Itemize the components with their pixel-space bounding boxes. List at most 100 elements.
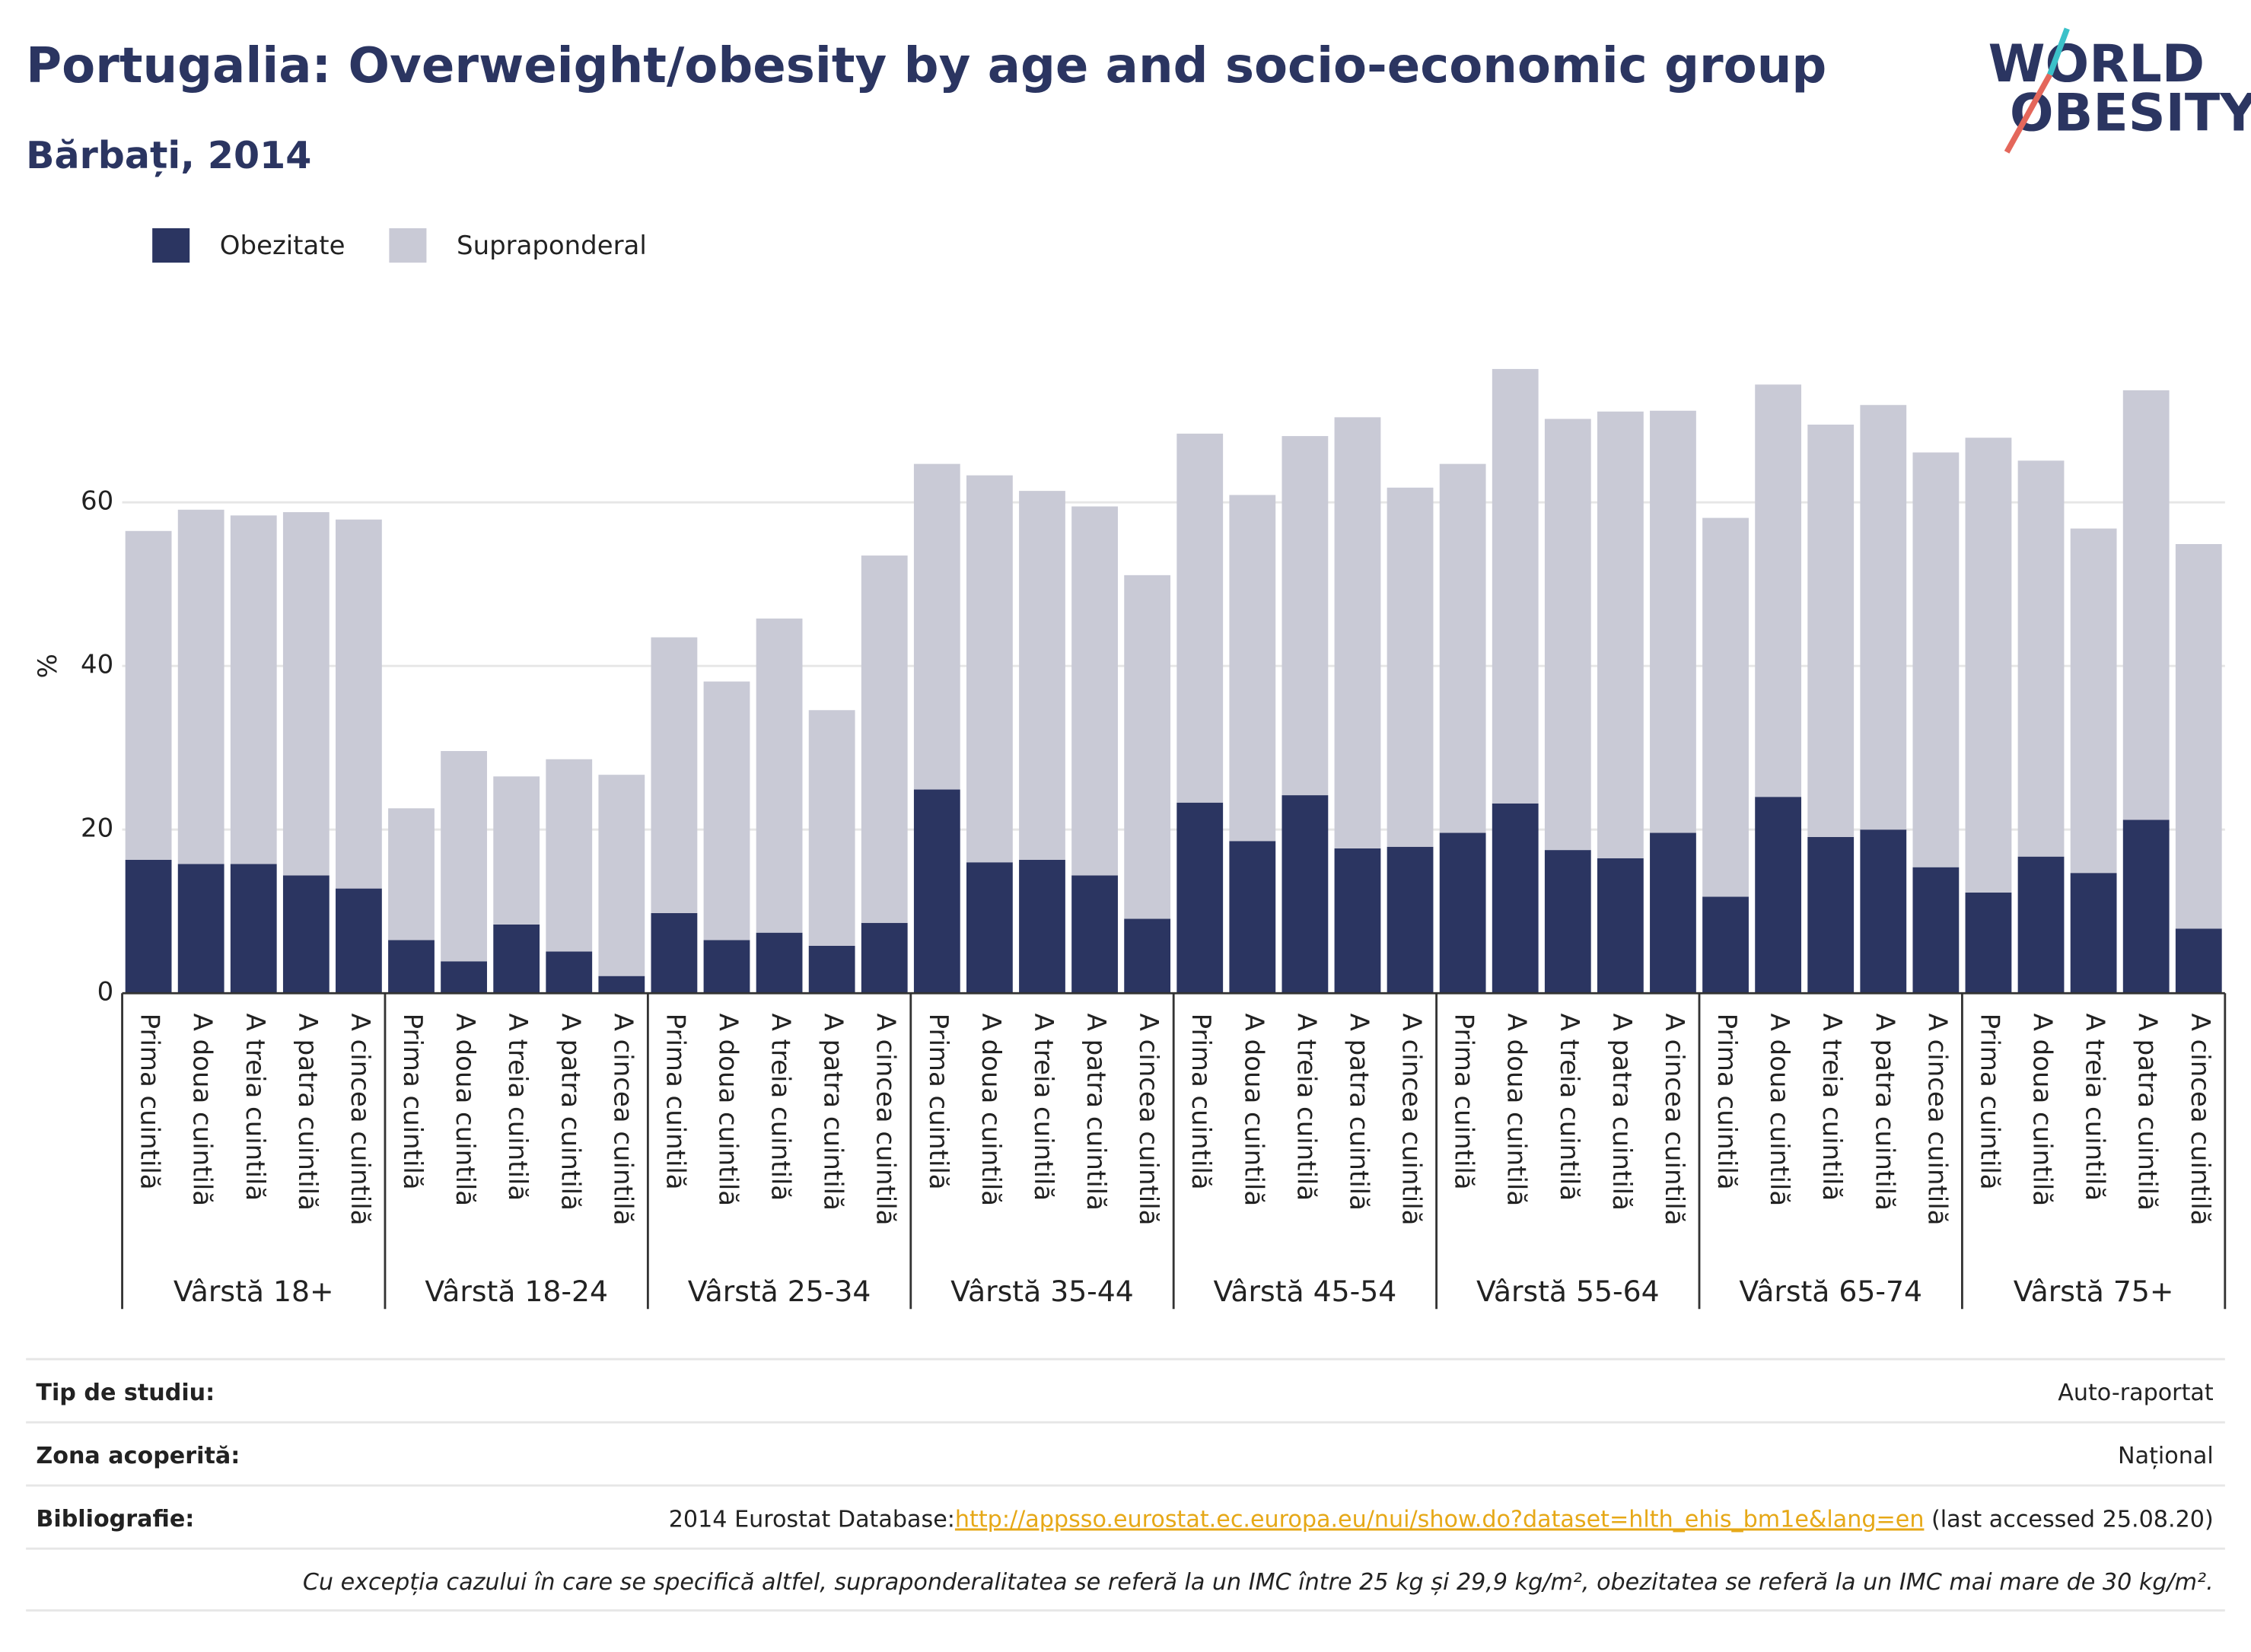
bibliography-suffix: (last accessed 25.08.20) bbox=[1924, 1506, 2213, 1533]
bar-segment bbox=[1492, 803, 1539, 994]
bar-segment bbox=[1071, 506, 1118, 876]
bar-segment bbox=[1439, 463, 1486, 833]
bar-segment bbox=[388, 940, 435, 994]
x-tick-label: A patra cuintilă bbox=[1343, 1014, 1374, 1211]
group-label: Vârstă 18+ bbox=[174, 1275, 334, 1308]
x-tick-label: A cincea cuintilă bbox=[345, 1014, 375, 1226]
x-tick-label: A patra cuintilă bbox=[1081, 1014, 1111, 1211]
bar-segment bbox=[1702, 517, 1749, 897]
bar-segment bbox=[177, 509, 224, 864]
x-tick-label: A cincea cuintilă bbox=[871, 1014, 901, 1226]
group-label: Vârstă 25-34 bbox=[688, 1275, 871, 1308]
bar-segment bbox=[966, 862, 1013, 994]
legend-label: Supraponderal bbox=[457, 231, 647, 261]
bar-segment bbox=[1071, 875, 1118, 994]
bar-segment bbox=[441, 961, 487, 994]
bar-segment bbox=[1965, 893, 2012, 994]
x-tick-label: A cincea cuintilă bbox=[1921, 1014, 1952, 1226]
bar-segment bbox=[1439, 832, 1486, 994]
x-tick-label: A treia cuintilă bbox=[1554, 1014, 1584, 1201]
bar-segment bbox=[546, 951, 593, 994]
bar-segment bbox=[756, 618, 803, 933]
bar-segment bbox=[1282, 436, 1329, 796]
bar-segment bbox=[230, 864, 277, 994]
bibliography-link: http://appsso.eurostat.ec.europa.eu/nui/… bbox=[955, 1506, 1925, 1533]
x-tick-label: Prima cuintilă bbox=[923, 1014, 954, 1190]
bar-segment bbox=[282, 512, 330, 876]
logo-text: WORLD bbox=[1988, 34, 2205, 94]
x-tick-label: A doua cuintilă bbox=[1501, 1014, 1532, 1206]
group-label: Vârstă 18-24 bbox=[425, 1275, 608, 1308]
x-tick-label: A doua cuintilă bbox=[1238, 1014, 1269, 1206]
legend-swatch bbox=[152, 228, 190, 263]
bar-segment bbox=[808, 710, 855, 946]
bar-segment bbox=[651, 912, 698, 994]
group-label: Vârstă 35-44 bbox=[950, 1275, 1134, 1308]
group-label: Vârstă 75+ bbox=[2014, 1275, 2174, 1308]
bar-segment bbox=[336, 519, 382, 889]
bar-segment bbox=[1912, 867, 1960, 994]
footer-label: Zona acoperită: bbox=[36, 1443, 240, 1469]
bar-segment bbox=[546, 759, 593, 952]
x-tick-label: A treia cuintilă bbox=[2080, 1014, 2110, 1201]
bar-segment bbox=[1597, 411, 1644, 858]
logo-slash bbox=[2047, 27, 2070, 76]
logo-text: OBESITY bbox=[2010, 83, 2251, 143]
x-tick-label: A patra cuintilă bbox=[292, 1014, 323, 1211]
x-tick-label: A patra cuintilă bbox=[2132, 1014, 2163, 1211]
bar-segment bbox=[1965, 438, 2012, 893]
bar-segment bbox=[1492, 368, 1539, 804]
group-label: Vârstă 45-54 bbox=[1214, 1275, 1397, 1308]
bar-segment bbox=[493, 924, 540, 994]
footer-label: Bibliografie: bbox=[36, 1506, 194, 1533]
x-tick-label: A cincea cuintilă bbox=[1396, 1014, 1427, 1226]
bar-segment bbox=[1176, 433, 1224, 803]
footer-value: Național bbox=[2118, 1443, 2214, 1469]
bar-segment bbox=[1807, 425, 1855, 837]
bar-segment bbox=[125, 530, 172, 860]
bar-segment bbox=[441, 751, 487, 962]
bar-segment bbox=[2175, 543, 2222, 929]
group-label: Vârstă 65-74 bbox=[1739, 1275, 1922, 1308]
bar-segment bbox=[2070, 528, 2117, 874]
x-tick-label: A treia cuintilă bbox=[1291, 1014, 1321, 1201]
bar-segment bbox=[1387, 846, 1434, 994]
bar-segment bbox=[1912, 452, 1960, 867]
bar-segment bbox=[2122, 820, 2170, 994]
x-tick-label: A doua cuintilă bbox=[2027, 1014, 2058, 1206]
bar-segment bbox=[2017, 460, 2065, 857]
bar-segment bbox=[1019, 859, 1065, 994]
x-tick-label: A doua cuintilă bbox=[187, 1014, 218, 1206]
bar-segment bbox=[1650, 832, 1696, 994]
x-tick-label: A patra cuintilă bbox=[1869, 1014, 1899, 1211]
x-tick-label: Prima cuintilă bbox=[397, 1014, 428, 1190]
x-tick-label: A patra cuintilă bbox=[1606, 1014, 1637, 1211]
x-tick-label: A cincea cuintilă bbox=[1659, 1014, 1689, 1226]
bar-segment bbox=[1019, 491, 1065, 860]
x-tick-label: A patra cuintilă bbox=[555, 1014, 585, 1211]
bar-segment bbox=[1229, 495, 1276, 842]
x-tick-label: A patra cuintilă bbox=[818, 1014, 849, 1211]
bar-segment bbox=[2122, 390, 2170, 820]
bar-segment bbox=[598, 775, 645, 976]
bar-segment bbox=[125, 859, 172, 994]
chart-title: Portugalia: Overweight/obesity by age an… bbox=[26, 37, 1826, 94]
x-tick-label: A doua cuintilă bbox=[1764, 1014, 1794, 1206]
bar-segment bbox=[1650, 410, 1696, 833]
bar-segment bbox=[1124, 575, 1171, 919]
bar-segment bbox=[1176, 802, 1224, 994]
bar-segment bbox=[913, 463, 960, 790]
x-tick-label: Prima cuintilă bbox=[660, 1014, 690, 1190]
bar-segment bbox=[1229, 841, 1276, 994]
x-tick-label: A doua cuintilă bbox=[976, 1014, 1006, 1206]
x-tick-label: A treia cuintilă bbox=[502, 1014, 533, 1201]
bar-segment bbox=[756, 932, 803, 994]
bar-segment bbox=[1334, 848, 1381, 994]
bar-segment bbox=[493, 776, 540, 925]
bar-segment bbox=[651, 637, 698, 913]
x-tick-label: A treia cuintilă bbox=[766, 1014, 796, 1201]
bar-segment bbox=[1755, 384, 1802, 797]
bibliography: 2014 Eurostat Database:http://appsso.eur… bbox=[669, 1506, 2214, 1533]
bar-segment bbox=[598, 976, 645, 994]
